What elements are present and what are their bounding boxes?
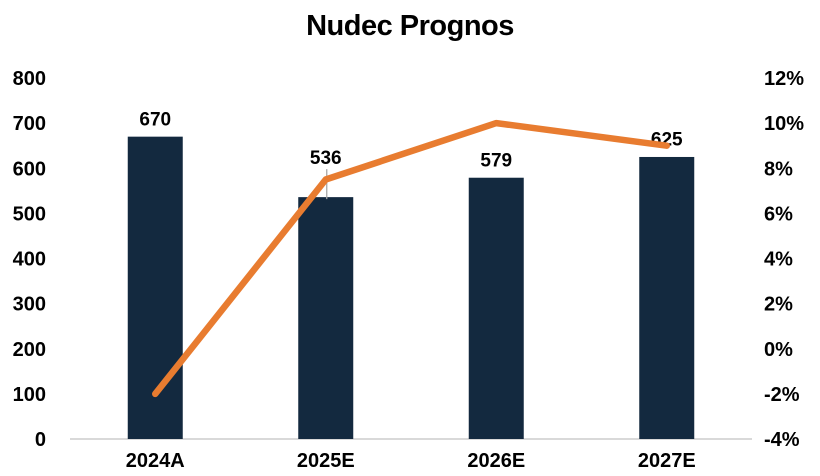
right-axis-tick-label: 6%	[764, 203, 793, 225]
left-axis-tick-label: 400	[13, 249, 46, 271]
left-axis-tick-label: 600	[13, 158, 46, 180]
left-axis-tick-label: 300	[13, 294, 46, 316]
bar-2027E	[639, 156, 695, 439]
right-axis-tick-label: 10%	[764, 113, 804, 135]
chart-title: Nudec Prognos	[306, 10, 514, 42]
left-axis-tick-label: 0	[35, 429, 46, 451]
right-axis-tick-label: 2%	[764, 294, 793, 316]
bar-value-label: 579	[480, 150, 512, 171]
left-axis-tick-label: 100	[13, 384, 46, 406]
category-label-2024A: 2024A	[126, 450, 185, 472]
growth-line	[152, 119, 670, 398]
left-axis-tick-label: 500	[13, 203, 46, 225]
bar-value-label: 670	[139, 109, 171, 130]
bar-2026E	[468, 177, 524, 439]
right-axis-tick-label: 0%	[764, 339, 793, 361]
bar-value-label: 536	[310, 148, 342, 169]
right-axis-tick-label: 12%	[764, 68, 804, 90]
left-axis-tick-label: 700	[13, 113, 46, 135]
bar-2024A	[127, 136, 183, 439]
category-label-2025E: 2025E	[297, 450, 355, 472]
right-axis-tick-label: 8%	[764, 158, 793, 180]
left-axis-tick-label: 800	[13, 68, 46, 90]
right-axis-tick-label: 4%	[764, 249, 793, 271]
bar-2025E	[298, 197, 354, 439]
category-label-2027E: 2027E	[638, 450, 696, 472]
right-axis-tick-label: -2%	[764, 384, 800, 406]
left-axis-tick-label: 200	[13, 339, 46, 361]
right-axis-tick-label: -4%	[764, 429, 800, 451]
category-label-2026E: 2026E	[467, 450, 525, 472]
